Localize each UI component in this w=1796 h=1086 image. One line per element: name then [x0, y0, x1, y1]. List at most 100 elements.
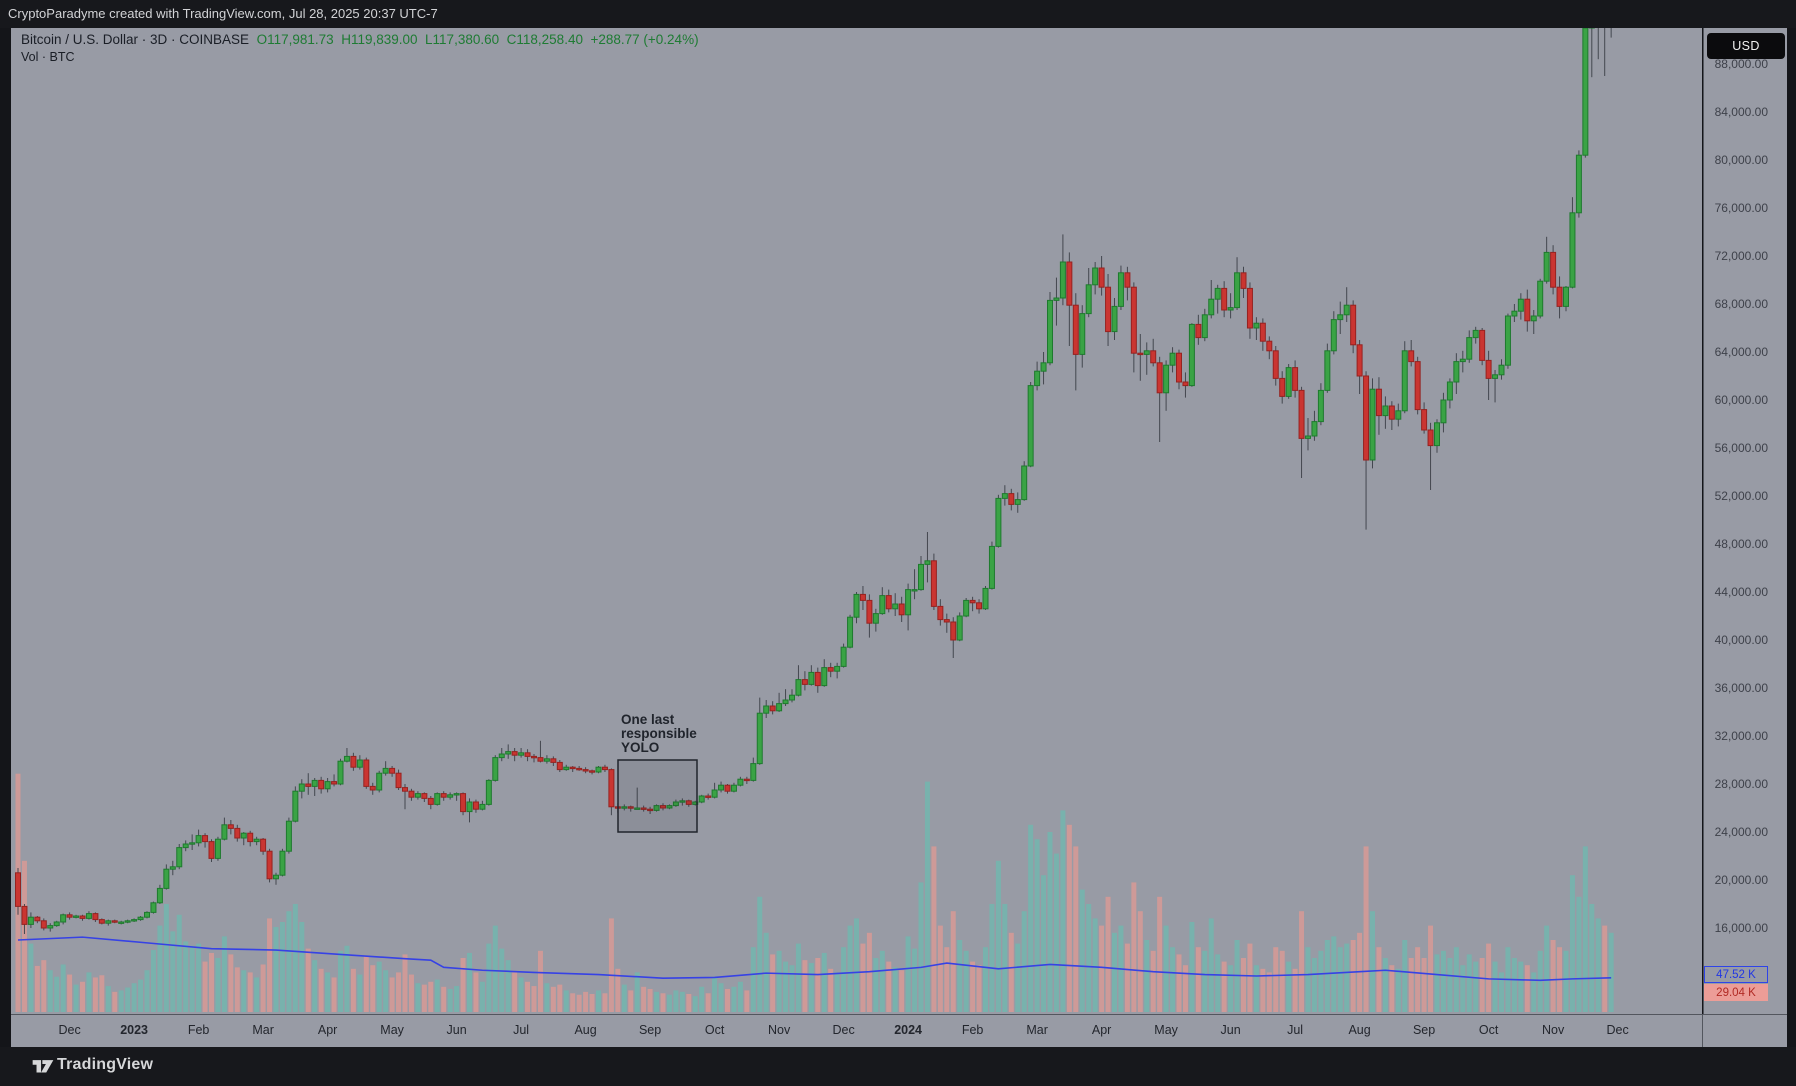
candle-up — [1517, 298, 1524, 312]
candle-up — [1492, 374, 1499, 379]
candle-up — [131, 919, 138, 922]
chart-pane[interactable]: One last responsible YOLO Bitcoin / U.S. D… — [11, 28, 1702, 1014]
candle-down — [34, 916, 41, 922]
candle-down — [1124, 272, 1131, 288]
volume-bar — [99, 975, 105, 1012]
candle-up — [1466, 337, 1473, 360]
candle-down — [627, 806, 634, 809]
volume-bar — [673, 990, 679, 1012]
volume-bar — [1569, 875, 1575, 1012]
volume-bar — [254, 977, 260, 1012]
volume-bar — [679, 991, 685, 1012]
volume-bar — [492, 925, 498, 1012]
candle-up — [595, 766, 602, 773]
volume-bar — [660, 993, 666, 1012]
volume-bar — [1144, 940, 1150, 1012]
annotation-box[interactable] — [617, 759, 698, 833]
candle-down — [1479, 329, 1486, 361]
volume-bar — [512, 972, 518, 1012]
price-volume-plot[interactable]: One last responsible YOLO — [11, 28, 1702, 1014]
candle-up — [1498, 364, 1505, 376]
volume-bar — [125, 987, 131, 1012]
volume-bar — [267, 918, 273, 1012]
volume-bar — [176, 914, 182, 1012]
volume-bar — [67, 974, 73, 1012]
volume-bar — [415, 983, 421, 1012]
tradingview-logo-icon[interactable] — [32, 1056, 54, 1076]
open-value: 117,981.73 — [267, 32, 334, 47]
volume-bar — [654, 991, 660, 1012]
candle-up — [343, 755, 350, 762]
volume-bar — [957, 940, 963, 1012]
time-axis[interactable]: Dec 2023 Feb Mar Apr May Jun Jul Aug Sep Oct Nov Dec… — [11, 1014, 1787, 1048]
volume-bar — [718, 983, 724, 1012]
price-tick-label: 68,000.00 — [1714, 297, 1768, 311]
volume-bar — [215, 958, 221, 1012]
price-tick-label: 16,000.00 — [1714, 921, 1768, 935]
volume-bar — [247, 972, 253, 1012]
volume-bar — [1170, 947, 1176, 1012]
candle-up — [498, 753, 505, 759]
time-axis-month-label: May — [380, 1023, 404, 1037]
volume-bar — [1053, 853, 1059, 1012]
volume-indicator-legend[interactable]: Vol · BTC — [21, 50, 75, 64]
candle-down — [1066, 261, 1073, 306]
volume-bar — [1376, 947, 1382, 1012]
candle-up — [988, 545, 995, 589]
tradingview-brand-text[interactable]: TradingView — [57, 1056, 154, 1073]
volume-bar — [1408, 958, 1414, 1012]
time-axis-month-label: Jun — [446, 1023, 467, 1037]
candle-up — [879, 595, 886, 615]
currency-toggle-button[interactable]: USD — [1707, 33, 1785, 59]
candle-down — [427, 797, 434, 805]
volume-bar — [357, 974, 363, 1012]
volume-bar — [1150, 950, 1156, 1012]
candle-down — [1408, 350, 1415, 363]
candle-up — [924, 560, 931, 565]
volume-bar — [312, 960, 318, 1012]
volume-bar — [550, 986, 556, 1012]
candle-up — [1305, 435, 1311, 439]
candle-up — [492, 757, 499, 781]
candle-up — [1253, 322, 1260, 329]
candle-up — [285, 820, 292, 852]
volume-bar — [170, 931, 176, 1012]
candle-down — [402, 787, 408, 792]
volume-bar — [886, 961, 892, 1012]
time-axis-month-label: Aug — [1348, 1023, 1371, 1037]
volume-bar — [776, 950, 782, 1012]
candle-up — [634, 807, 641, 810]
candle-down — [898, 603, 905, 616]
volume-bar — [209, 952, 214, 1012]
candle-down — [969, 599, 976, 604]
volume-bar — [989, 904, 995, 1012]
volume-bar — [1273, 947, 1279, 1012]
volume-bar — [234, 967, 240, 1012]
volume-bar — [1550, 940, 1556, 1012]
candle-up — [1582, 28, 1589, 156]
volume-bar — [789, 965, 795, 1012]
volume-bar — [1524, 965, 1530, 1012]
candle-down — [395, 772, 402, 789]
candle-up — [518, 752, 525, 756]
time-axis-month-label: Nov — [767, 1023, 791, 1037]
price-axis[interactable]: 12,000.0016,000.0020,000.0024,000.0028,0… — [1703, 28, 1787, 1014]
symbol-legend[interactable]: Bitcoin / U.S. Dollar · 3D · COINBASE O1… — [21, 32, 699, 47]
time-axis-month-label: Apr — [1091, 1023, 1112, 1037]
time-axis-month-label: Sep — [1412, 1023, 1436, 1037]
volume-bar — [144, 970, 150, 1012]
candle-up — [156, 887, 163, 904]
volume-bar — [338, 950, 343, 1012]
volume-bar — [73, 984, 79, 1012]
volume-bar — [905, 936, 911, 1012]
candle-up — [1214, 287, 1221, 300]
volume-bar — [615, 968, 621, 1012]
candle-down — [1259, 322, 1266, 342]
annotation-text[interactable]: One last responsible YOLO — [621, 712, 697, 755]
volume-bar — [525, 981, 531, 1012]
candle-up — [808, 671, 815, 685]
time-axis-month-label: Oct — [1478, 1023, 1499, 1037]
candle-up — [1395, 410, 1402, 420]
volume-bar — [1092, 918, 1098, 1012]
volume-bar — [1112, 932, 1117, 1012]
